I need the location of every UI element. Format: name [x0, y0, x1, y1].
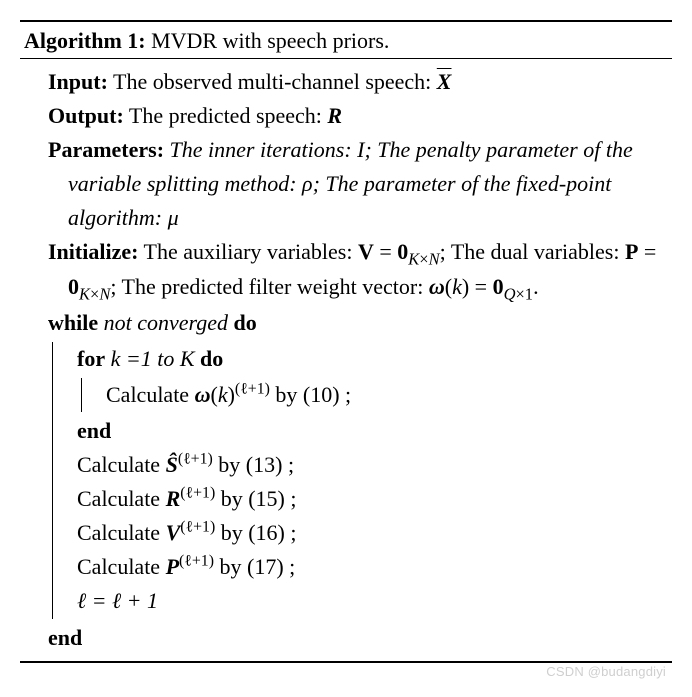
init-a: The auxiliary variables:	[138, 239, 358, 264]
sym-P: P	[625, 239, 638, 264]
parameters-label: Parameters:	[48, 137, 164, 162]
sup-l1-omega: (ℓ+1)	[235, 381, 270, 398]
for-kw: for	[77, 346, 105, 371]
calc-word-3: Calculate	[77, 486, 166, 511]
parameters-line: Parameters: The inner iterations: I; The…	[48, 133, 668, 235]
calc-V-line: Calculate V(ℓ+1) by (16) ;	[77, 516, 668, 550]
calc-word-2: Calculate	[77, 452, 166, 477]
sup-l1-S: (ℓ+1)	[178, 451, 213, 468]
end-kw-for: end	[77, 418, 111, 443]
calc-P-line: Calculate P(ℓ+1) by (17) ;	[77, 550, 668, 584]
input-label: Input:	[48, 69, 108, 94]
sym-omega-2: ω	[195, 382, 211, 407]
while-cond: not converged	[98, 310, 233, 335]
while-kw: while	[48, 310, 98, 335]
sym-V: V	[358, 239, 374, 264]
calc-word-4: Calculate	[77, 520, 166, 545]
sub-Qx1: Q×1	[504, 284, 533, 303]
by-10: by (10) ;	[270, 382, 351, 407]
init-b: ; The dual variables:	[440, 239, 625, 264]
by-13: by (13) ;	[213, 452, 294, 477]
output-text: The predicted speech:	[124, 103, 328, 128]
sym-zero-3: 0	[493, 274, 504, 299]
initialize-line: Initialize: The auxiliary variables: V =…	[48, 235, 668, 303]
for-cond: k =1 to K	[105, 346, 200, 371]
calc-S-line: Calculate Ŝ(ℓ+1) by (13) ;	[77, 448, 668, 482]
by-15: by (15) ;	[215, 486, 296, 511]
ell-update-line: ℓ = ℓ + 1	[77, 584, 668, 618]
for-line: for k =1 to K do	[77, 342, 668, 376]
sym-P2: P	[166, 554, 179, 579]
sub-KxN-2: K×N	[79, 284, 110, 303]
calc-word-1: Calculate	[106, 382, 195, 407]
algorithm-title: MVDR with speech priors.	[146, 28, 390, 53]
sub-KxN-1: K×N	[408, 250, 439, 269]
algorithm-box: Algorithm 1: MVDR with speech priors. In…	[20, 20, 672, 663]
while-block: for k =1 to K do Calculate ω(k)(ℓ+1) by …	[52, 342, 668, 619]
output-label: Output:	[48, 103, 124, 128]
initialize-label: Initialize:	[48, 239, 138, 264]
calc-R-line: Calculate R(ℓ+1) by (15) ;	[77, 482, 668, 516]
end-kw-while: end	[48, 625, 82, 650]
for-do-kw: do	[200, 346, 223, 371]
while-line: while not converged do	[48, 306, 668, 340]
sup-l1-P: (ℓ+1)	[179, 553, 214, 570]
sym-R2: R	[166, 486, 181, 511]
sym-V2: V	[166, 520, 181, 545]
output-line: Output: The predicted speech: R	[48, 99, 668, 133]
calc-word-5: Calculate	[77, 554, 166, 579]
for-block: Calculate ω(k)(ℓ+1) by (10) ;	[81, 378, 668, 412]
algorithm-number: Algorithm 1:	[24, 28, 146, 53]
for-end: end	[77, 414, 668, 448]
algorithm-title-row: Algorithm 1: MVDR with speech priors.	[20, 22, 672, 59]
watermark-text: CSDN @budangdiyi	[546, 664, 666, 679]
sup-l1-R: (ℓ+1)	[180, 485, 215, 502]
calc-omega-line: Calculate ω(k)(ℓ+1) by (10) ;	[106, 378, 668, 412]
sym-X-bar: X	[437, 69, 452, 94]
sup-l1-V: (ℓ+1)	[180, 519, 215, 536]
sym-zero-1: 0	[397, 239, 408, 264]
sym-R: R	[327, 103, 342, 128]
sym-omega: ω	[429, 274, 445, 299]
init-c: ; The predicted filter weight vector:	[110, 274, 428, 299]
sym-Shat: Ŝ	[166, 452, 178, 477]
by-17: by (17) ;	[214, 554, 295, 579]
input-line: Input: The observed multi-channel speech…	[48, 65, 668, 99]
sym-zero-2: 0	[68, 274, 79, 299]
algorithm-body: Input: The observed multi-channel speech…	[20, 59, 672, 661]
ell-update: ℓ = ℓ + 1	[77, 588, 158, 613]
do-kw: do	[234, 310, 257, 335]
while-end: end	[48, 621, 668, 655]
by-16: by (16) ;	[215, 520, 296, 545]
input-text: The observed multi-channel speech:	[108, 69, 437, 94]
